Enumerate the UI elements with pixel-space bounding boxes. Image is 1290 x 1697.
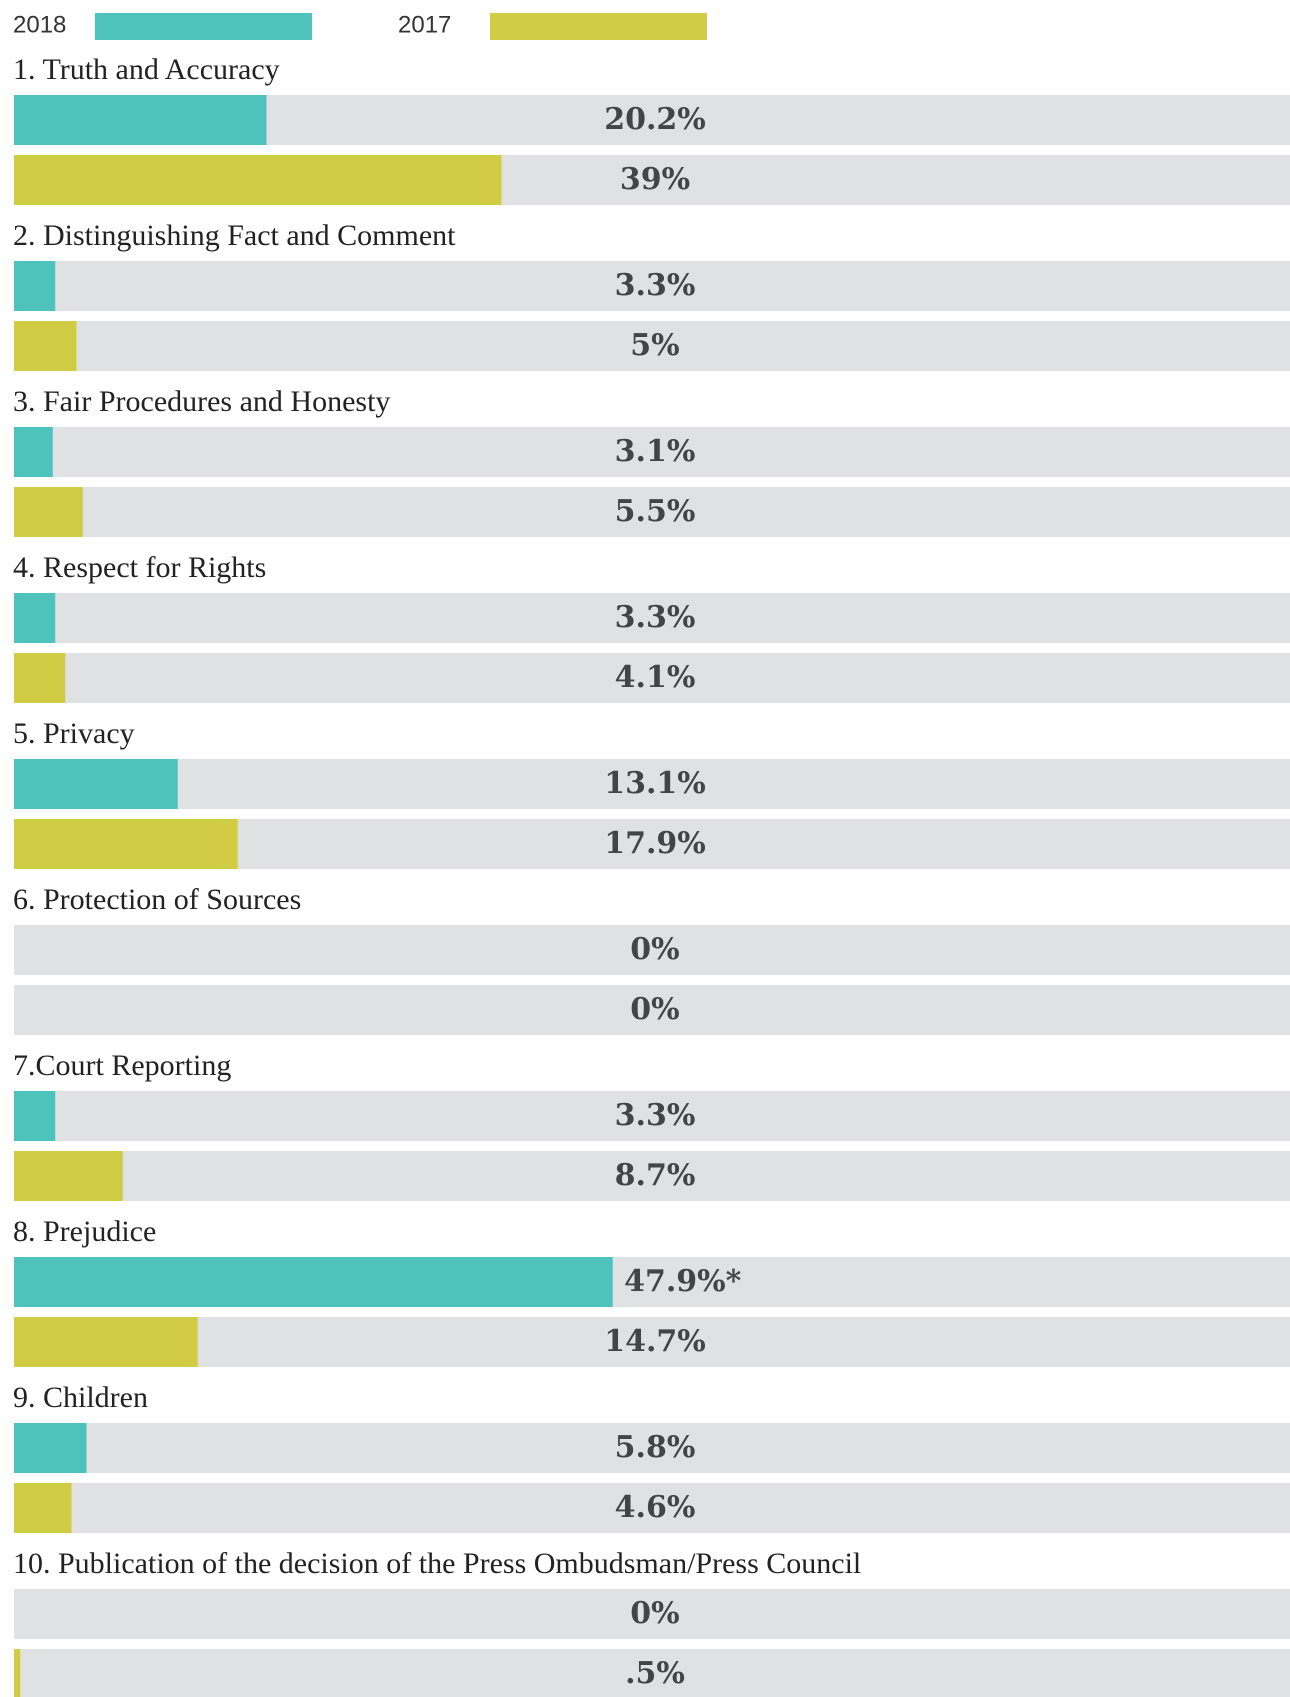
bar-track	[14, 261, 1290, 311]
bar-track	[14, 925, 1290, 975]
category-label: 4. Respect for Rights	[13, 551, 266, 584]
category-label: 6. Protection of Sources	[13, 883, 301, 916]
value-label: 47.9%*	[624, 1264, 742, 1299]
bar	[14, 819, 238, 869]
legend-label: 2018	[13, 11, 66, 38]
value-label: 5%	[630, 328, 679, 363]
value-label: 13.1%	[604, 766, 706, 801]
value-label: 4.1%	[615, 660, 696, 695]
value-label: 5.8%	[615, 1430, 696, 1465]
bar	[14, 155, 502, 205]
category-label: 3. Fair Procedures and Honesty	[13, 385, 390, 418]
bar-track	[14, 985, 1290, 1035]
bar	[14, 427, 53, 477]
legend-swatch	[95, 13, 312, 40]
bar	[14, 653, 66, 703]
bar	[14, 1483, 72, 1533]
bar-track	[14, 1649, 1290, 1697]
value-label: 3.3%	[615, 268, 696, 303]
bar	[14, 759, 178, 809]
bar-track	[14, 487, 1290, 537]
value-label: 5.5%	[615, 494, 696, 529]
category-label: 5. Privacy	[13, 717, 135, 750]
value-label: 0%	[630, 932, 679, 967]
bar-track	[14, 1317, 1290, 1367]
category-label: 2. Distinguishing Fact and Comment	[13, 219, 456, 252]
bar-track	[14, 427, 1290, 477]
value-label: 4.6%	[615, 1490, 696, 1525]
bar-track	[14, 321, 1290, 371]
category-label: 1. Truth and Accuracy	[13, 53, 280, 86]
category-label: 8. Prejudice	[13, 1215, 156, 1248]
bar	[14, 321, 77, 371]
bar-track	[14, 1151, 1290, 1201]
bar	[14, 95, 267, 145]
category-label: 7.Court Reporting	[13, 1049, 231, 1082]
category-label: 9. Children	[13, 1381, 148, 1414]
bar	[14, 593, 56, 643]
bar-track	[14, 653, 1290, 703]
legend-label: 2017	[398, 11, 451, 38]
bar	[14, 1317, 198, 1367]
value-label: 20.2%	[604, 102, 706, 137]
bar-track	[14, 1423, 1290, 1473]
value-label: 3.1%	[615, 434, 696, 469]
bar-track	[14, 759, 1290, 809]
bar-track	[14, 593, 1290, 643]
bar	[14, 1423, 87, 1473]
bar-track	[14, 1589, 1290, 1639]
value-label: 3.3%	[615, 600, 696, 635]
bar	[14, 1151, 123, 1201]
value-label: 14.7%	[604, 1324, 706, 1359]
bar-track	[14, 1091, 1290, 1141]
bar	[14, 1649, 21, 1697]
value-label: 39%	[620, 162, 690, 197]
bar-track	[14, 1483, 1290, 1533]
bar	[14, 261, 56, 311]
category-label: 10. Publication of the decision of the P…	[13, 1547, 861, 1580]
value-label: 3.3%	[615, 1098, 696, 1133]
value-label: 8.7%	[615, 1158, 696, 1193]
value-label: 0%	[630, 1596, 679, 1631]
value-label: .5%	[625, 1656, 685, 1691]
bar	[14, 487, 83, 537]
bar	[14, 1091, 56, 1141]
bar	[14, 1257, 613, 1307]
value-label: 17.9%	[604, 826, 706, 861]
legend-swatch	[490, 13, 707, 40]
value-label: 0%	[630, 992, 679, 1027]
